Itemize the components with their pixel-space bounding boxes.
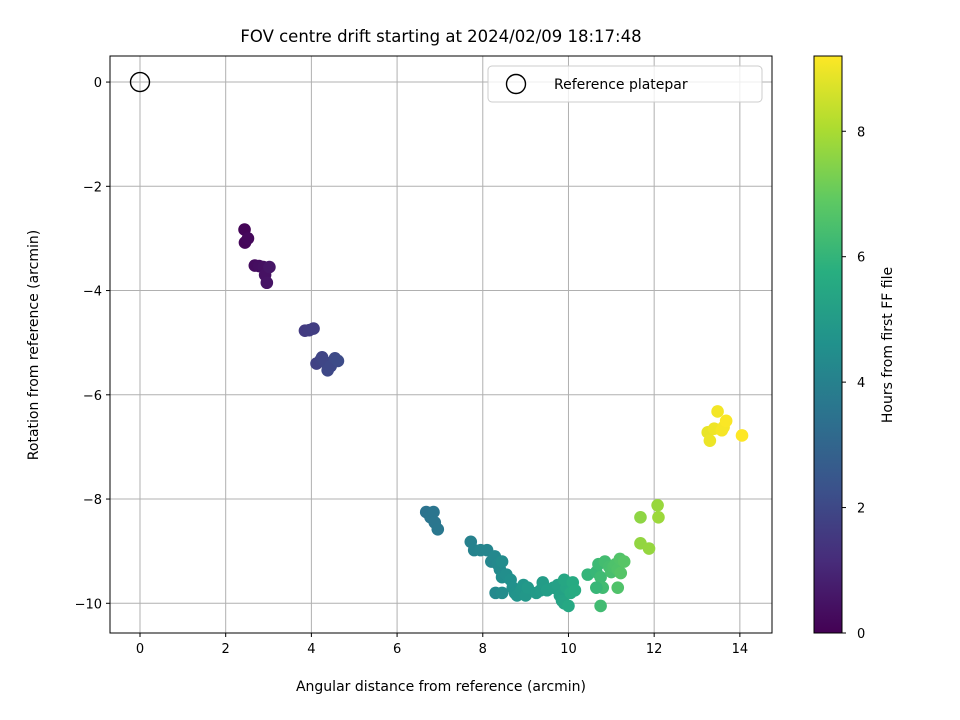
data-point xyxy=(711,405,724,418)
data-point xyxy=(331,354,345,368)
data-point xyxy=(495,586,509,600)
y-tick-label: −6 xyxy=(83,389,102,404)
colorbar-tick-label: 2 xyxy=(857,502,865,517)
data-point xyxy=(562,599,575,613)
x-tick-label: 14 xyxy=(732,642,749,657)
data-point xyxy=(594,599,607,613)
colorbar xyxy=(813,55,843,634)
plot-area xyxy=(110,56,772,633)
data-point xyxy=(427,505,440,519)
x-tick-label: 2 xyxy=(222,642,230,657)
data-point xyxy=(703,434,717,447)
reference-platepar-marker xyxy=(129,71,151,93)
x-tick-label: 0 xyxy=(136,642,144,657)
data-point xyxy=(594,570,607,584)
y-tick-label: 0 xyxy=(94,76,102,91)
x-tick-label: 8 xyxy=(479,642,487,657)
colorbar-tick-label: 8 xyxy=(857,125,865,140)
x-axis-ticks: 0 2 4 6 8 10 12 14 xyxy=(136,633,748,657)
y-axis-label: Rotation from reference (arcmin) xyxy=(26,230,42,460)
data-point xyxy=(590,581,603,594)
colorbar-tick-label: 0 xyxy=(857,627,865,642)
data-point xyxy=(651,498,664,512)
colorbar-tick-label: 4 xyxy=(857,376,865,391)
plot-frame xyxy=(109,55,773,634)
colorbar-tick-label: 6 xyxy=(857,251,865,266)
data-point xyxy=(634,510,647,524)
data-point xyxy=(260,276,274,290)
data-point xyxy=(307,322,320,335)
data-point xyxy=(652,510,665,524)
data-point xyxy=(568,583,582,597)
data-point xyxy=(611,581,625,594)
colorbar-ticks: 0 2 4 6 8 xyxy=(842,125,865,642)
data-point xyxy=(431,522,445,536)
x-tick-label: 12 xyxy=(646,642,663,657)
x-axis-label: Angular distance from reference (arcmin) xyxy=(296,679,586,695)
x-tick-label: 10 xyxy=(560,642,577,657)
legend: Reference platepar xyxy=(487,65,763,103)
data-point xyxy=(735,429,749,442)
legend-box xyxy=(487,65,763,103)
chart-title: FOV centre drift starting at 2024/02/09 … xyxy=(240,27,641,46)
colorbar-label: Hours from first FF file xyxy=(880,267,896,423)
y-tick-label: −4 xyxy=(83,285,102,300)
data-point xyxy=(614,566,628,580)
grid xyxy=(110,56,772,633)
data-point xyxy=(617,555,631,568)
x-tick-label: 4 xyxy=(307,642,315,657)
data-point xyxy=(263,260,276,274)
data-point xyxy=(719,414,733,428)
legend-entry-reference: Reference platepar xyxy=(554,77,688,93)
y-tick-label: −10 xyxy=(75,597,102,612)
data-point xyxy=(241,232,255,245)
y-tick-label: −2 xyxy=(83,180,102,195)
reference-marker-layer xyxy=(129,71,151,93)
data-point xyxy=(495,555,509,568)
x-tick-label: 6 xyxy=(393,642,401,657)
y-tick-label: −8 xyxy=(83,493,102,508)
legend-marker-icon xyxy=(505,73,527,95)
y-axis-ticks: 0 −2 −4 −6 −8 −10 xyxy=(75,76,110,612)
data-point xyxy=(642,542,656,555)
data-points xyxy=(238,223,749,613)
